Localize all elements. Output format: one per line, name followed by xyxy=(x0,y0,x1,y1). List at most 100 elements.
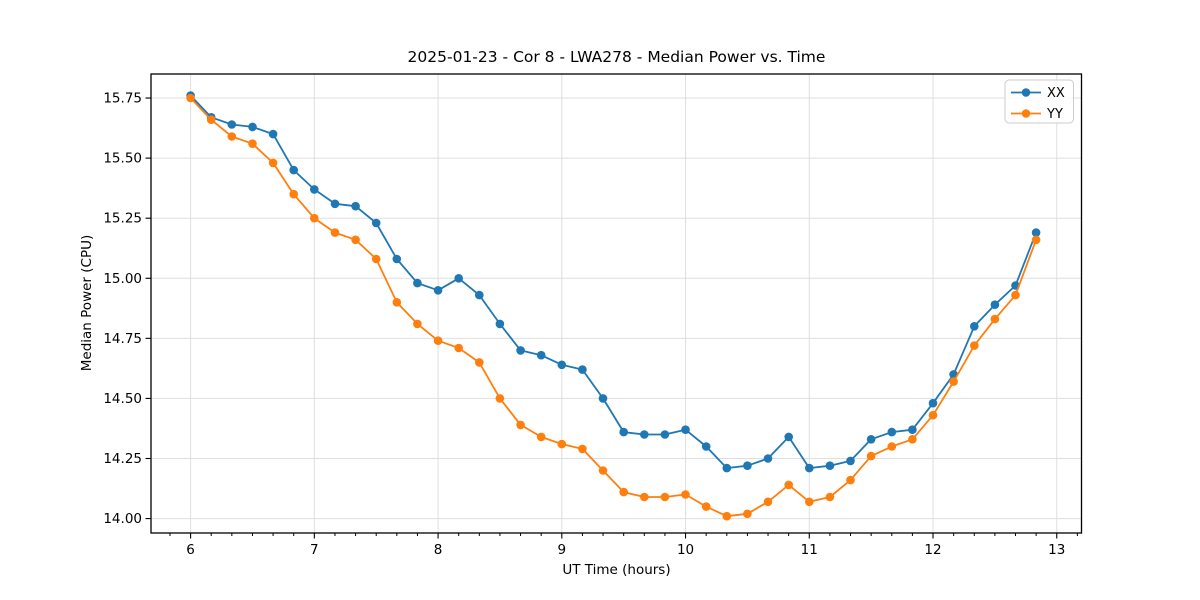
data-point-marker xyxy=(330,228,340,237)
data-point-marker xyxy=(619,487,628,497)
chart-title: 2025-01-23 - Cor 8 - LWA278 - Median Pow… xyxy=(407,48,826,66)
data-point-marker xyxy=(351,235,360,245)
data-point-marker xyxy=(970,341,979,350)
data-point-marker xyxy=(371,218,381,228)
data-point-marker xyxy=(928,398,938,408)
data-point-marker xyxy=(536,432,546,442)
data-point-marker xyxy=(619,427,628,437)
series-line xyxy=(189,97,1037,518)
data-point-marker xyxy=(598,394,608,403)
data-point-marker xyxy=(495,394,505,403)
data-point-marker xyxy=(371,254,381,264)
x-tick-label: 8 xyxy=(434,542,443,558)
data-point-marker xyxy=(887,442,897,451)
data-point-marker xyxy=(413,278,422,288)
x-tick-label: 12 xyxy=(924,542,941,558)
y-tick-label: 15.00 xyxy=(103,271,142,287)
legend: XX YY xyxy=(1004,79,1074,124)
data-point-marker xyxy=(784,480,793,490)
data-point-marker xyxy=(413,319,422,329)
data-point-marker xyxy=(516,420,525,430)
data-point-marker xyxy=(640,492,649,502)
data-point-marker xyxy=(248,122,257,132)
legend-label: XX xyxy=(1047,86,1065,101)
grid xyxy=(151,74,1082,533)
data-point-marker xyxy=(701,442,711,451)
data-point-marker xyxy=(454,343,464,353)
legend-marker-sample xyxy=(1021,88,1031,97)
data-point-marker xyxy=(660,430,670,439)
data-point-marker xyxy=(227,120,237,129)
y-axis: 14.00 14.25 14.50 14.75 15.00 15.25 15.50 15.75 xyxy=(103,91,151,527)
data-point-marker xyxy=(1031,228,1041,237)
x-tick-label: 7 xyxy=(310,542,319,558)
data-point-marker xyxy=(722,463,732,473)
y-tick-label: 14.25 xyxy=(103,451,142,467)
series-XX xyxy=(186,91,1041,473)
data-point-marker xyxy=(186,93,195,103)
data-point-marker xyxy=(805,463,814,473)
data-point-marker xyxy=(743,461,752,471)
data-point-marker xyxy=(248,139,257,148)
data-point-marker xyxy=(495,319,505,329)
data-point-marker xyxy=(392,298,402,307)
data-point-marker xyxy=(433,336,443,346)
data-point-marker xyxy=(1011,290,1020,300)
data-point-marker xyxy=(1031,235,1041,245)
data-point-marker xyxy=(887,427,897,437)
data-point-marker xyxy=(289,189,299,199)
legend-marker-sample xyxy=(1021,109,1031,118)
y-tick-label: 14.75 xyxy=(103,331,142,347)
data-point-marker xyxy=(310,213,319,223)
y-tick-label: 15.75 xyxy=(103,91,142,107)
data-point-marker xyxy=(866,451,876,461)
y-tick-label: 14.50 xyxy=(103,391,142,407)
data-point-marker xyxy=(475,290,484,300)
data-point-marker xyxy=(536,350,546,360)
data-point-marker xyxy=(351,201,360,211)
data-point-marker xyxy=(908,435,917,444)
data-point-marker xyxy=(763,497,773,507)
data-point-marker xyxy=(763,454,773,463)
data-point-marker xyxy=(825,492,835,502)
data-point-marker xyxy=(454,274,464,283)
data-point-marker xyxy=(990,300,1000,310)
data-point-marker xyxy=(970,322,979,331)
data-point-marker xyxy=(908,425,917,435)
data-point-marker xyxy=(289,165,299,175)
plot-border xyxy=(150,73,1083,534)
data-point-marker xyxy=(660,492,670,502)
series-line xyxy=(189,94,1037,470)
x-tick-label: 9 xyxy=(558,542,567,558)
data-point-marker xyxy=(268,129,278,139)
data-point-marker xyxy=(805,497,814,507)
data-point-marker xyxy=(743,509,752,519)
data-point-marker xyxy=(206,115,216,124)
y-tick-label: 15.25 xyxy=(103,211,142,227)
y-tick-label: 15.50 xyxy=(103,151,142,167)
data-point-marker xyxy=(701,502,711,511)
data-point-marker xyxy=(557,360,567,370)
data-point-marker xyxy=(475,358,484,367)
data-point-marker xyxy=(640,430,649,439)
data-point-marker xyxy=(681,425,690,435)
x-tick-label: 6 xyxy=(186,542,195,558)
x-tick-label: 10 xyxy=(677,542,694,558)
data-point-marker xyxy=(578,444,587,454)
data-point-marker xyxy=(866,435,876,444)
data-point-marker xyxy=(268,158,278,168)
data-point-marker xyxy=(433,286,443,295)
data-point-marker xyxy=(330,199,340,209)
y-axis-label: Median Power (CPU) xyxy=(79,234,95,372)
data-point-marker xyxy=(227,132,237,141)
data-point-marker xyxy=(825,461,835,471)
x-axis-label: UT Time (hours) xyxy=(562,562,671,578)
data-point-marker xyxy=(784,432,793,442)
data-point-marker xyxy=(310,185,319,194)
data-point-marker xyxy=(990,314,1000,324)
data-point-marker xyxy=(578,365,587,374)
data-point-marker xyxy=(846,475,855,485)
data-point-marker xyxy=(681,490,690,499)
